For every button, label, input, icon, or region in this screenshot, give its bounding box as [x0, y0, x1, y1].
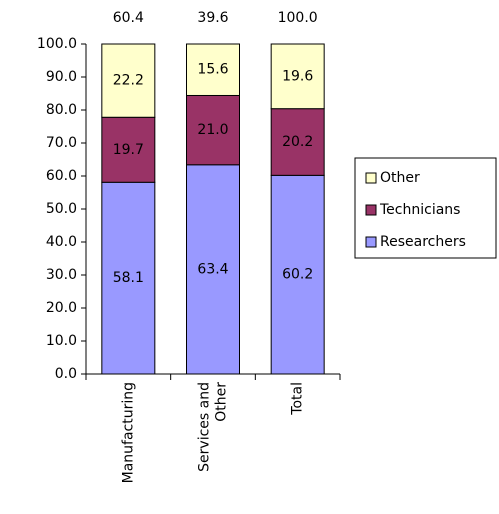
total-label: 60.4 [113, 10, 144, 26]
data-label: 19.6 [282, 68, 313, 84]
total-label: 100.0 [278, 10, 318, 26]
x-tick-label: Services andOther [197, 382, 230, 472]
bar-segment [101, 181, 156, 375]
y-tick-label: 50.0 [46, 201, 77, 217]
legend-label: Researchers [380, 234, 466, 250]
bar-segment [186, 164, 240, 375]
x-tick-label: Total [290, 382, 306, 416]
y-tick-label: 90.0 [46, 69, 77, 85]
data-label: 15.6 [197, 62, 228, 78]
data-label: 20.2 [282, 134, 313, 150]
y-tick-label: 70.0 [46, 135, 77, 151]
legend-box [354, 157, 497, 259]
y-tick-label: 80.0 [46, 102, 77, 118]
y-tick-label: 40.0 [46, 234, 77, 250]
bar-segment [101, 116, 156, 183]
legend-swatch [365, 172, 377, 184]
bar-segment [101, 43, 156, 118]
y-tick-label: 10.0 [46, 333, 77, 349]
data-label: 60.2 [282, 267, 313, 283]
bar-segment [270, 174, 325, 375]
legend-label: Technicians [379, 202, 460, 218]
y-tick-label: 20.0 [46, 300, 77, 316]
data-label: 19.7 [113, 142, 144, 158]
legend-swatch [365, 204, 377, 216]
y-tick-label: 60.0 [46, 168, 77, 184]
total-label: 39.6 [197, 10, 228, 26]
data-label: 21.0 [197, 122, 228, 138]
data-label: 63.4 [197, 261, 228, 277]
y-tick-label: 30.0 [46, 267, 77, 283]
y-tick-label: 100.0 [37, 36, 77, 52]
y-tick-label: 0.0 [55, 366, 77, 382]
data-label: 58.1 [113, 270, 144, 286]
bar-segment [270, 43, 325, 110]
x-tick-label: Manufacturing [120, 382, 136, 483]
data-label: 22.2 [113, 73, 144, 89]
legend-label: Other [380, 170, 420, 186]
legend-swatch [365, 236, 377, 248]
bar-segment [186, 43, 240, 96]
